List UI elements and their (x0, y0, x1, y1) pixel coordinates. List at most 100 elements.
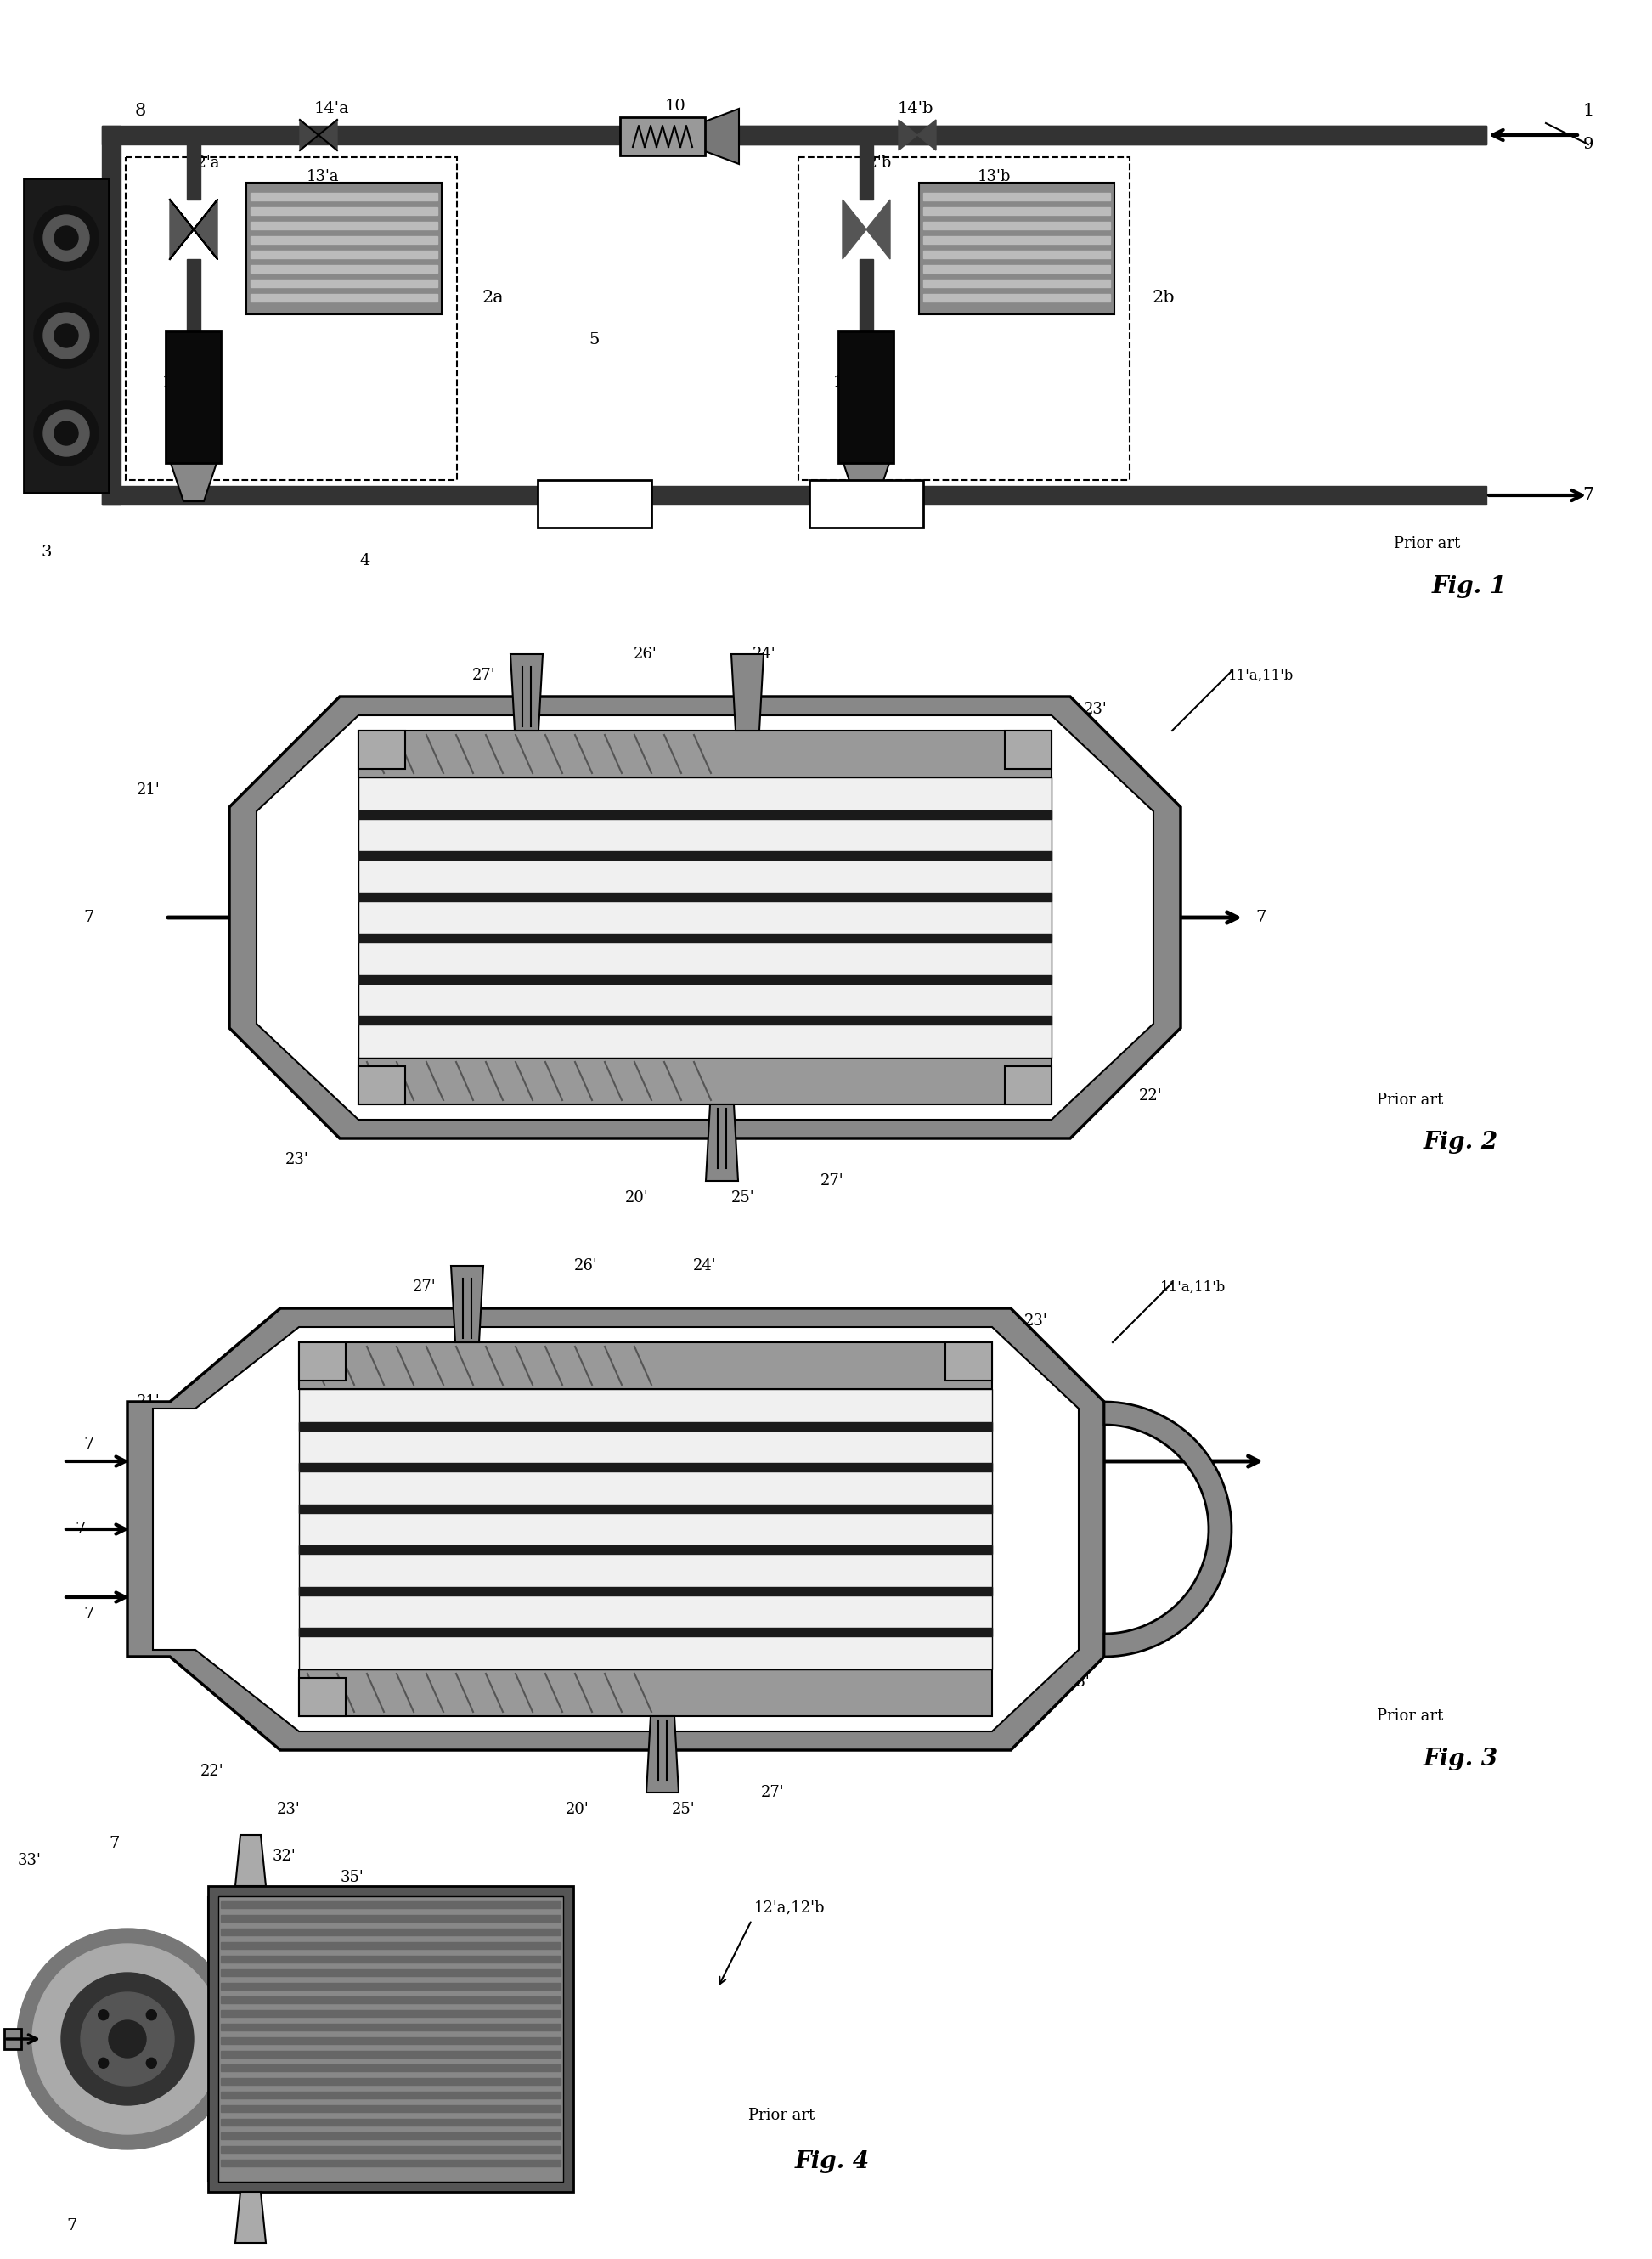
Text: 7: 7 (1256, 910, 1267, 926)
Polygon shape (251, 294, 438, 303)
Text: 24': 24' (753, 646, 776, 662)
Text: 7: 7 (76, 1523, 86, 1536)
FancyBboxPatch shape (809, 479, 923, 529)
Polygon shape (319, 120, 337, 151)
FancyBboxPatch shape (246, 183, 441, 314)
Text: 22': 22' (200, 1764, 225, 1780)
Polygon shape (221, 1929, 560, 1936)
Polygon shape (187, 260, 200, 332)
Circle shape (55, 323, 78, 348)
Circle shape (43, 312, 89, 359)
Text: 25': 25' (732, 1190, 755, 1206)
Polygon shape (923, 237, 1110, 244)
Text: 26': 26' (575, 1258, 598, 1274)
Polygon shape (127, 1308, 1104, 1751)
Polygon shape (732, 655, 763, 730)
FancyBboxPatch shape (208, 1886, 573, 2191)
Text: 27': 27' (472, 669, 496, 682)
Polygon shape (251, 208, 438, 215)
Polygon shape (299, 1629, 993, 1636)
Polygon shape (230, 696, 1181, 1139)
Text: Prior art: Prior art (1376, 1708, 1444, 1724)
Polygon shape (866, 199, 890, 260)
Text: 26': 26' (634, 646, 657, 662)
Polygon shape (299, 120, 319, 151)
Polygon shape (923, 251, 1110, 258)
Text: Fig. 3: Fig. 3 (1424, 1746, 1498, 1771)
Polygon shape (221, 2105, 560, 2112)
Circle shape (61, 1972, 193, 2105)
Text: 7: 7 (84, 1437, 94, 1453)
Polygon shape (923, 192, 1110, 201)
Text: 5: 5 (590, 332, 600, 348)
Polygon shape (221, 2038, 560, 2044)
Circle shape (35, 402, 99, 465)
Text: 21': 21' (137, 1394, 160, 1410)
Polygon shape (358, 852, 1052, 861)
FancyBboxPatch shape (126, 158, 458, 479)
Polygon shape (251, 251, 438, 258)
Text: 6a: 6a (583, 495, 606, 513)
FancyBboxPatch shape (620, 117, 705, 156)
Text: 14'b: 14'b (897, 102, 933, 117)
Text: 7: 7 (68, 2218, 78, 2234)
Polygon shape (738, 127, 1487, 145)
FancyBboxPatch shape (537, 479, 651, 529)
Text: 32': 32' (273, 1848, 296, 1864)
Polygon shape (221, 1956, 560, 1963)
Text: 20': 20' (565, 1803, 590, 1816)
Text: 12'a,12'b: 12'a,12'b (755, 1900, 826, 1916)
Text: 2b: 2b (1153, 289, 1175, 305)
Text: 23': 23' (1084, 703, 1107, 716)
FancyBboxPatch shape (798, 158, 1130, 479)
Text: 34': 34' (286, 1891, 309, 1907)
Text: 13'a: 13'a (306, 169, 339, 185)
Text: 11'b: 11'b (833, 375, 866, 391)
Polygon shape (358, 933, 1052, 942)
Text: 22': 22' (1140, 1089, 1163, 1105)
Polygon shape (510, 655, 544, 730)
FancyBboxPatch shape (1004, 1066, 1052, 1105)
FancyBboxPatch shape (358, 1057, 1052, 1105)
Circle shape (147, 2011, 157, 2020)
Polygon shape (256, 716, 1153, 1120)
Polygon shape (221, 2146, 560, 2153)
Polygon shape (358, 892, 1052, 901)
Polygon shape (221, 2065, 560, 2072)
Polygon shape (358, 976, 1052, 983)
Polygon shape (299, 1504, 993, 1514)
Text: 12'b: 12'b (857, 156, 892, 172)
Polygon shape (859, 145, 874, 199)
Polygon shape (5, 2029, 21, 2049)
Text: Fig. 1: Fig. 1 (1432, 574, 1507, 599)
Polygon shape (221, 1902, 560, 1909)
Text: 8: 8 (134, 102, 145, 117)
Text: 27': 27' (413, 1279, 436, 1294)
Polygon shape (451, 1265, 484, 1342)
FancyBboxPatch shape (299, 1669, 993, 1717)
Polygon shape (221, 1997, 560, 2004)
Polygon shape (102, 127, 121, 504)
Text: 6b: 6b (854, 495, 879, 513)
Polygon shape (923, 208, 1110, 215)
Polygon shape (251, 237, 438, 244)
Polygon shape (705, 108, 738, 165)
Polygon shape (843, 199, 866, 260)
Circle shape (43, 215, 89, 260)
Text: 21': 21' (137, 782, 160, 797)
Text: Prior art: Prior art (748, 2108, 814, 2123)
Text: 1: 1 (1583, 102, 1594, 117)
Polygon shape (299, 1464, 993, 1471)
Polygon shape (221, 2160, 560, 2166)
Polygon shape (221, 1970, 560, 1977)
Text: 9: 9 (1583, 138, 1594, 151)
Text: Prior art: Prior art (1394, 535, 1460, 551)
Text: 24': 24' (694, 1258, 717, 1274)
Text: 7: 7 (109, 1837, 121, 1850)
Polygon shape (923, 264, 1110, 273)
Polygon shape (844, 463, 889, 501)
Circle shape (109, 2020, 145, 2058)
Text: 12'a: 12'a (187, 156, 220, 172)
Polygon shape (102, 486, 1487, 504)
Text: 35': 35' (340, 1870, 365, 1886)
